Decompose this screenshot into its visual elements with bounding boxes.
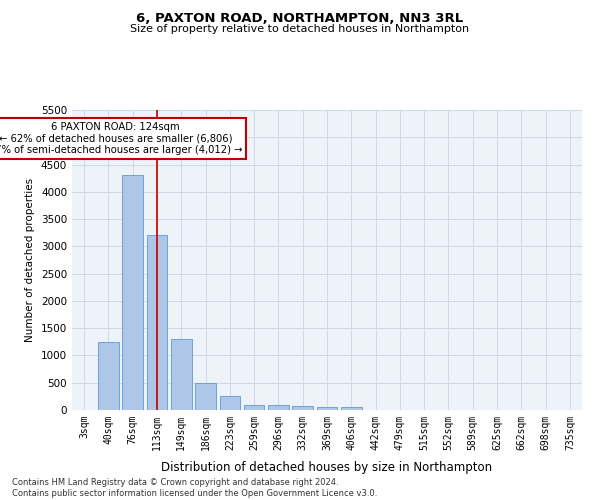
Bar (341, 408, 362, 410)
Bar (146, 236, 167, 410)
Bar (244, 404, 265, 410)
Bar (122, 176, 143, 410)
Y-axis label: Number of detached properties: Number of detached properties (25, 178, 35, 342)
X-axis label: Distribution of detached houses by size in Northampton: Distribution of detached houses by size … (161, 461, 493, 474)
Bar (317, 408, 337, 410)
Text: Size of property relative to detached houses in Northampton: Size of property relative to detached ho… (130, 24, 470, 34)
Bar (98, 342, 119, 410)
Bar (171, 339, 191, 410)
Bar (292, 406, 313, 410)
Text: Contains HM Land Registry data © Crown copyright and database right 2024.
Contai: Contains HM Land Registry data © Crown c… (12, 478, 377, 498)
Bar (268, 404, 289, 410)
Text: 6 PAXTON ROAD: 124sqm
← 62% of detached houses are smaller (6,806)
37% of semi-d: 6 PAXTON ROAD: 124sqm ← 62% of detached … (0, 122, 242, 155)
Bar (195, 382, 216, 410)
Bar (220, 396, 240, 410)
Text: 6, PAXTON ROAD, NORTHAMPTON, NN3 3RL: 6, PAXTON ROAD, NORTHAMPTON, NN3 3RL (136, 12, 464, 26)
